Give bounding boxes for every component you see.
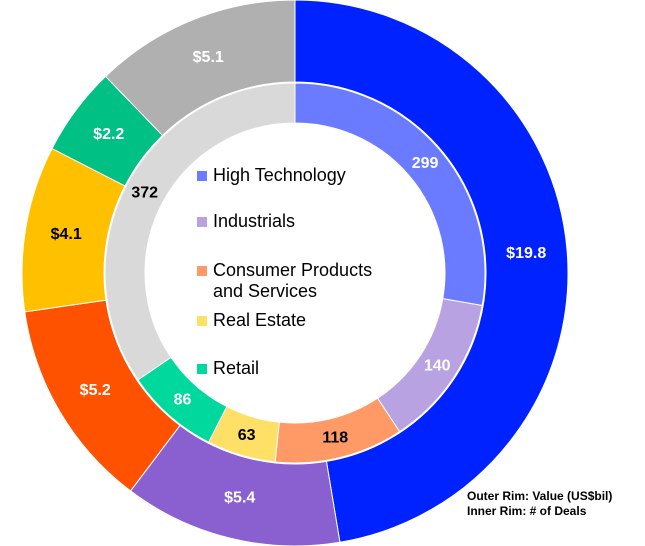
legend-label: Industrials <box>213 211 296 231</box>
data-label: 372 <box>131 185 158 202</box>
legend-item: High Technology <box>197 165 346 186</box>
legend-item: Retail <box>197 358 259 379</box>
legend-swatch <box>197 171 207 181</box>
data-label: $19.8 <box>506 245 546 262</box>
legend-swatch <box>197 364 207 374</box>
annotation: Outer Rim: Value (US$bil) Inner Rim: # o… <box>467 489 617 519</box>
slice <box>104 82 296 381</box>
data-label: $4.1 <box>51 226 82 243</box>
legend-label: Retail <box>213 358 260 378</box>
legend-item: Consumer Products and Services <box>197 260 407 302</box>
data-label: $5.4 <box>224 490 255 507</box>
data-label: 118 <box>322 429 348 446</box>
data-label: 63 <box>238 427 256 444</box>
legend-label: Real Estate <box>213 310 307 330</box>
legend-swatch <box>197 266 207 276</box>
legend-label: Consumer Products and Services <box>213 260 373 301</box>
slice <box>104 0 296 137</box>
data-label: $2.2 <box>93 126 124 143</box>
legend-item: Real Estate <box>197 310 306 331</box>
data-label: 299 <box>412 155 439 172</box>
inner-rim-note: Inner Rim: # of Deals <box>467 504 587 518</box>
legend-swatch <box>197 217 207 227</box>
legend-item: Industrials <box>197 211 295 232</box>
data-label: 140 <box>424 357 451 374</box>
data-label: $5.1 <box>193 49 224 66</box>
outer-rim-note: Outer Rim: Value (US$bil) <box>467 489 613 503</box>
slice <box>294 0 569 543</box>
legend-label: High Technology <box>213 165 346 185</box>
data-label: $5.2 <box>80 382 111 399</box>
legend-swatch <box>197 316 207 326</box>
data-label: 86 <box>174 392 192 409</box>
